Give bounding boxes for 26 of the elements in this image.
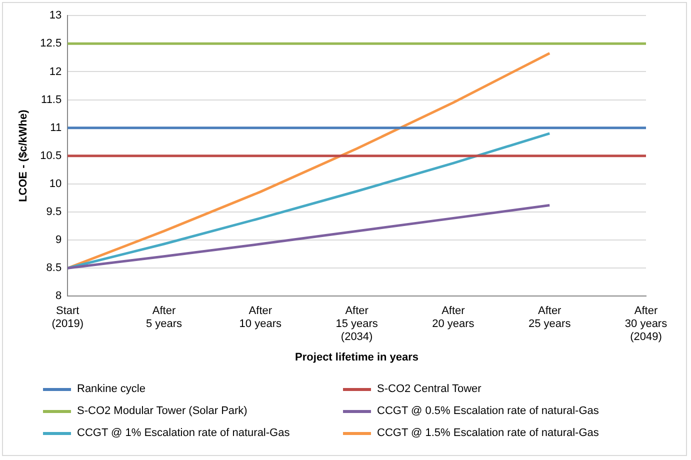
y-tick-label: 11 — [50, 122, 62, 134]
legend-label: S-CO2 Central Tower — [377, 383, 482, 395]
x-tick-label: After 15 years (2034) — [336, 304, 378, 344]
x-tick-label: Start (2019) — [52, 304, 84, 330]
y-tick-label: 12.5 — [40, 38, 62, 50]
y-tick-label: 11.5 — [41, 94, 62, 106]
y-tick-label: 9.5 — [46, 206, 62, 218]
y-tick-label: 12 — [49, 66, 62, 78]
x-tick-label: After 25 years — [528, 304, 572, 330]
y-tick-label: 8 — [55, 290, 62, 302]
x-tick-label: After 10 years — [239, 304, 282, 330]
y-tick-label: 10 — [49, 178, 62, 190]
legend-label: S-CO2 Modular Tower (Solar Park) — [77, 405, 248, 417]
y-tick-label: 8.5 — [46, 262, 62, 274]
y-tick-label: 9 — [55, 234, 62, 246]
x-tick-label: After 5 years — [146, 304, 183, 330]
legend-label: CCGT @ 1.5% Escalation rate of natural-Gas — [377, 427, 599, 439]
y-tick-label: 10.5 — [40, 150, 62, 162]
x-tick-label: After 30 years (2049) — [624, 304, 668, 344]
legend-label: CCGT @ 1% Escalation rate of natural-Gas — [77, 427, 290, 439]
legend-label: Rankine cycle — [77, 383, 146, 395]
x-axis-title: Project lifetime in years — [295, 351, 419, 364]
y-axis-title: LCOE - ($c/kWhe) — [18, 109, 30, 202]
x-tick-label: After 20 years — [432, 304, 475, 330]
y-tick-label: 13 — [49, 10, 62, 22]
legend-label: CCGT @ 0.5% Escalation rate of natural-Gas — [377, 405, 599, 417]
